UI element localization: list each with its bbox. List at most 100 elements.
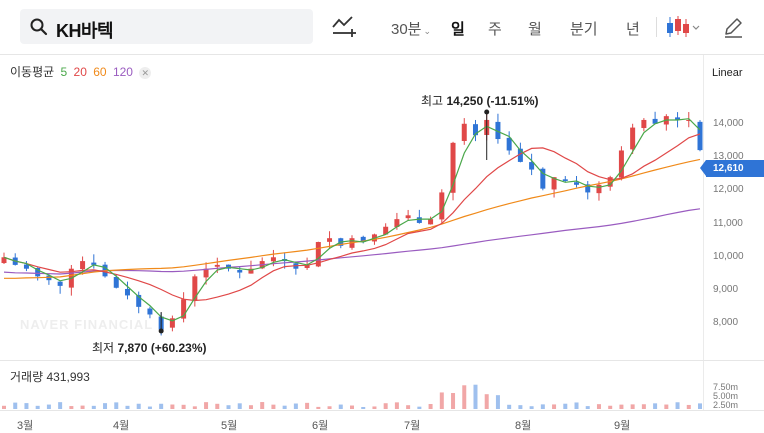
period-year[interactable]: 년 bbox=[626, 21, 640, 38]
candle-body[interactable] bbox=[248, 268, 254, 274]
candle-body[interactable] bbox=[136, 294, 142, 307]
candle-body[interactable] bbox=[35, 267, 41, 277]
candle-body[interactable] bbox=[461, 123, 467, 141]
volume-bar bbox=[114, 402, 119, 409]
volume-bar bbox=[69, 406, 74, 409]
candle-body[interactable] bbox=[506, 137, 512, 151]
candle-body[interactable] bbox=[697, 121, 703, 151]
candle-body[interactable] bbox=[169, 318, 175, 328]
candle-body[interactable] bbox=[416, 217, 422, 223]
candle-body[interactable] bbox=[315, 242, 321, 267]
candle-body[interactable] bbox=[147, 308, 153, 315]
candle-body[interactable] bbox=[540, 168, 546, 189]
candle-body[interactable] bbox=[450, 142, 456, 193]
candle-body[interactable] bbox=[80, 261, 86, 270]
candle-body[interactable] bbox=[641, 119, 647, 129]
ma5-label[interactable]: 5 bbox=[60, 65, 68, 79]
candle-body[interactable] bbox=[181, 299, 187, 319]
candle-body[interactable] bbox=[360, 236, 366, 243]
candle-body[interactable] bbox=[551, 177, 557, 190]
candle-body[interactable] bbox=[91, 262, 97, 265]
volume-bar bbox=[361, 406, 366, 409]
volume-bar bbox=[383, 403, 388, 409]
candle-body[interactable] bbox=[270, 257, 276, 262]
candle-body[interactable] bbox=[574, 182, 580, 185]
search-box[interactable]: KH바텍 bbox=[20, 9, 313, 44]
candle-body[interactable] bbox=[596, 184, 602, 194]
high-marker-dot bbox=[484, 109, 490, 115]
search-input[interactable]: KH바텍 bbox=[56, 21, 114, 41]
volume-bar bbox=[80, 405, 85, 409]
candle-body[interactable] bbox=[124, 288, 130, 296]
candle-body[interactable] bbox=[529, 162, 535, 170]
candle-body[interactable] bbox=[113, 277, 119, 288]
ma60-label[interactable]: 60 bbox=[93, 65, 107, 79]
candle-body[interactable] bbox=[1, 257, 7, 264]
volume-bar bbox=[507, 404, 512, 409]
candle-body[interactable] bbox=[517, 148, 523, 162]
volume-bar bbox=[46, 404, 51, 409]
candle-body[interactable] bbox=[652, 118, 658, 124]
candle-body[interactable] bbox=[686, 119, 692, 121]
price-label: 14,000 bbox=[713, 118, 744, 129]
period-week[interactable]: 주 bbox=[488, 21, 502, 38]
ma-title: 이동평균 bbox=[10, 65, 55, 79]
period-day[interactable]: 일 bbox=[451, 21, 465, 38]
volume-bar bbox=[698, 403, 702, 409]
volume-bar bbox=[159, 403, 164, 409]
candle-body[interactable] bbox=[237, 270, 243, 273]
scale-mode-toggle[interactable]: Linear bbox=[712, 67, 743, 79]
candle-body[interactable] bbox=[214, 264, 220, 267]
volume-bar bbox=[338, 404, 343, 409]
ma20-label[interactable]: 20 bbox=[73, 65, 87, 79]
chart-type-icon[interactable] bbox=[330, 13, 358, 41]
candle-body[interactable] bbox=[23, 264, 29, 269]
candle-body[interactable] bbox=[439, 192, 445, 220]
price-label: 12,000 bbox=[713, 184, 744, 195]
volume-bar bbox=[630, 404, 635, 409]
period-month[interactable]: 월 bbox=[528, 21, 542, 38]
candle-body[interactable] bbox=[428, 219, 434, 225]
month-label: 3월 bbox=[17, 420, 34, 432]
candle-body[interactable] bbox=[618, 150, 624, 178]
volume-axis-label: 7.50m bbox=[713, 382, 739, 392]
candle-body[interactable] bbox=[192, 276, 198, 301]
candle-body[interactable] bbox=[472, 124, 478, 136]
ma60-line bbox=[4, 158, 701, 279]
period-30min[interactable]: 30분 ⌄ bbox=[391, 21, 432, 38]
watermark: NAVER FINANCIAL bbox=[20, 317, 154, 332]
ma120-label[interactable]: 120 bbox=[112, 65, 133, 79]
candle-body[interactable] bbox=[675, 117, 681, 120]
candle-body[interactable] bbox=[394, 219, 400, 227]
toolbar: KH바텍 30분 ⌄ 일 주 월 분기 년 bbox=[0, 0, 764, 55]
close-icon[interactable]: ✕ bbox=[139, 66, 152, 79]
volume-bar bbox=[428, 403, 433, 409]
candle-body[interactable] bbox=[383, 226, 389, 235]
volume-bar bbox=[585, 406, 590, 409]
candle-body[interactable] bbox=[562, 179, 568, 181]
volume-bar bbox=[495, 395, 500, 409]
candle-body[interactable] bbox=[327, 238, 333, 242]
candle-body[interactable] bbox=[405, 215, 411, 219]
high-price-label: 최고 14,250 (-11.51%) bbox=[421, 94, 539, 108]
volume-divider bbox=[0, 360, 764, 361]
volume-bar bbox=[316, 406, 321, 409]
volume-bar bbox=[675, 402, 680, 409]
candle-body[interactable] bbox=[203, 268, 209, 278]
candle-body[interactable] bbox=[495, 121, 501, 140]
candle-body[interactable] bbox=[57, 281, 63, 286]
candle-body[interactable] bbox=[304, 264, 310, 268]
volume-bar bbox=[35, 405, 40, 409]
volume-bar bbox=[653, 403, 658, 409]
candle-body[interactable] bbox=[226, 264, 232, 269]
candle-body[interactable] bbox=[630, 127, 636, 150]
volume-bar bbox=[372, 406, 377, 409]
candle-body[interactable] bbox=[585, 184, 591, 193]
candle-style-icon[interactable] bbox=[664, 15, 702, 39]
period-quarter[interactable]: 분기 bbox=[570, 21, 598, 38]
moving-average-legend: 이동평균 5 20 60 120 ✕ bbox=[10, 63, 154, 80]
volume-bar bbox=[271, 404, 276, 409]
pen-icon[interactable] bbox=[722, 15, 744, 39]
month-label: 6월 bbox=[312, 420, 329, 432]
